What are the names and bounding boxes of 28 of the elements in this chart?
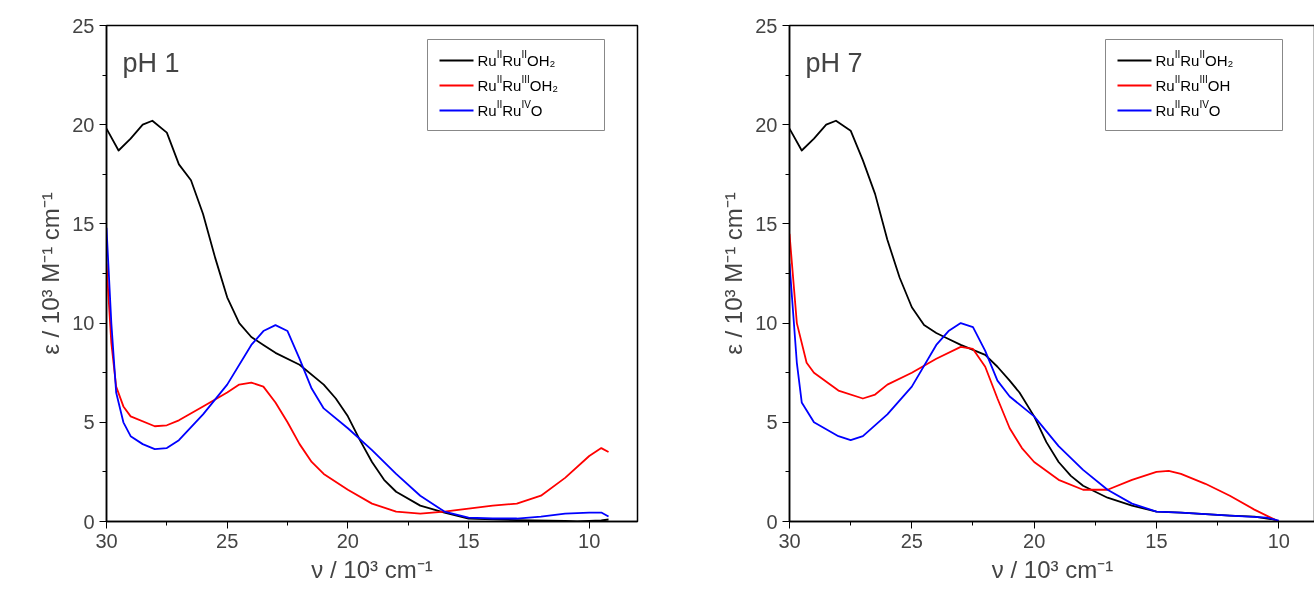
x-tick-label: 25 — [900, 529, 923, 552]
y-tick-label: 0 — [83, 510, 95, 533]
x-tick-label: 20 — [1023, 529, 1046, 552]
y-tick-label: 15 — [72, 212, 95, 235]
y-tick-label: 15 — [755, 212, 778, 235]
x-tick-label: 15 — [1145, 529, 1168, 552]
y-tick-label: 10 — [755, 312, 778, 335]
x-axis-title: ν / 10³ cm⁻¹ — [991, 555, 1114, 583]
x-tick-label: 30 — [778, 529, 801, 552]
y-tick-label: 5 — [83, 411, 95, 434]
y-tick-label: 0 — [766, 510, 778, 533]
x-tick-label: 10 — [578, 529, 601, 552]
y-tick-label: 20 — [755, 113, 778, 136]
x-tick-label: 10 — [1267, 529, 1290, 552]
y-tick-label: 5 — [766, 411, 778, 434]
y-axis-title: ε / 10³ M⁻¹ cm⁻¹ — [720, 192, 748, 355]
y-tick-label: 25 — [755, 14, 778, 37]
y-axis-title: ε / 10³ M⁻¹ cm⁻¹ — [37, 192, 65, 355]
text: pH 1 — [122, 47, 180, 78]
y-tick-label: 20 — [72, 113, 95, 136]
x-axis-title: ν / 10³ cm⁻¹ — [311, 555, 433, 583]
x-tick-label: 25 — [216, 529, 239, 552]
x-tick-label: 20 — [336, 529, 359, 552]
text: pH 7 — [805, 47, 863, 78]
y-tick-label: 10 — [72, 312, 95, 335]
x-tick-label: 15 — [457, 529, 480, 552]
x-tick-label: 30 — [95, 529, 118, 552]
y-tick-label: 25 — [72, 14, 95, 37]
